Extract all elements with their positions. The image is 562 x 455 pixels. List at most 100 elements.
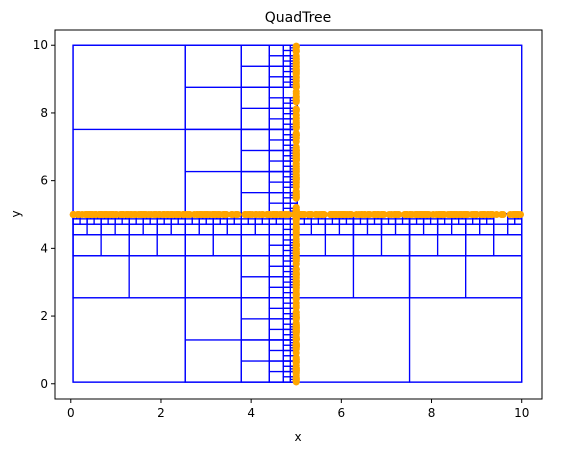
quadtree-box [240,223,256,236]
quadtree-box [282,113,291,120]
quadtree-box [479,218,488,225]
quadtree-box [240,218,249,225]
quadtree-box [282,349,291,357]
data-point [292,321,300,329]
quadtree-box [184,297,242,341]
quadtree-box [282,181,291,188]
y-axis: 0 2 4 6 8 10 [33,38,55,391]
quadtree-box [212,223,228,236]
quadtree-box [282,376,291,383]
quadtree-box [114,223,130,236]
quadtree-box [282,228,291,236]
y-tick-label: 4 [40,241,48,255]
quadtree-box [268,65,284,78]
quadtree-box [282,249,291,257]
quadtree-box [282,339,291,346]
data-point [385,211,393,218]
data-point [190,211,198,218]
quadtree-box [282,49,291,57]
quadtree-box [282,170,291,178]
quadtree-box [465,223,481,236]
quadtree-box [240,149,270,173]
quadtree-box [212,234,242,257]
data-point [447,211,455,218]
quadtree-box [359,218,369,225]
data-point [463,211,471,218]
quadtree-box [268,139,284,152]
data-point [292,43,300,51]
quadtree-box [184,339,242,383]
data-point [292,65,300,73]
quadtree-box [107,218,116,225]
quadtree-box [345,218,355,225]
data-point [292,309,300,317]
data-point [312,211,320,218]
data-point [126,211,134,218]
quadtree-box [282,239,291,246]
data-point [361,211,369,218]
data-point [292,206,300,214]
quadtree-box [268,286,284,299]
quadtree-box [436,223,453,236]
x-tick-label: 8 [428,406,436,420]
quadtree-box [184,170,242,215]
quadtree-box [458,218,467,225]
quadtree-box [436,234,467,257]
y-tick-label: 8 [40,106,48,120]
quadtree-box [268,44,284,57]
quadtree-box [240,360,270,383]
quadtree-box [268,192,284,204]
quadtree-box [324,223,341,236]
quadtree-box [240,276,270,299]
data-point [292,242,300,250]
quadtree-box [514,218,523,225]
quadtree-box [282,360,291,367]
quadtree-box [415,218,425,225]
quadtree-box [282,165,291,173]
quadtree-box [451,223,467,236]
quadtree-box [282,139,291,146]
quadtree-box [268,276,284,288]
quadtree-box [135,218,144,225]
quadtree-box [226,223,242,236]
quadtree-box [310,223,327,236]
quadtree-box [198,223,214,236]
quadtree-box [268,349,284,362]
quadtree-box [268,181,284,194]
quadtree-box [443,218,453,225]
quadtree-box [142,218,151,225]
quadtree-box [282,102,291,109]
quadtree-box [282,323,291,331]
quadtree-box [331,218,341,225]
y-tick-label: 6 [40,174,48,188]
quadtree-box [247,218,256,225]
quadtree-box [268,255,284,267]
quadtree-box [254,218,263,225]
quadtree-box [268,360,284,373]
quadtree-box [408,223,425,236]
data-point [87,211,95,218]
quadtree-box [282,302,291,309]
x-axis-label: x [294,430,301,444]
x-tick-label: 2 [157,406,165,420]
data-point [179,211,187,218]
data-point [211,211,219,218]
quadtree-box [303,218,312,225]
quadtree-box [366,218,376,225]
data-point [346,211,354,218]
data-point [292,278,300,286]
quadtree-box [184,44,242,88]
data-point [292,336,300,344]
quadtree-box [72,255,130,299]
data-point [292,164,300,172]
quadtree-box [93,218,102,225]
quadtree-box [282,255,291,262]
quadtree-box [422,223,439,236]
quadtree-box [100,223,116,236]
quadtree-box [268,55,284,67]
quadtree-box [408,234,439,257]
quadtree-box [226,218,235,225]
data-point [320,211,328,218]
quadtree-box [184,86,242,131]
quadtree-box [352,218,362,225]
